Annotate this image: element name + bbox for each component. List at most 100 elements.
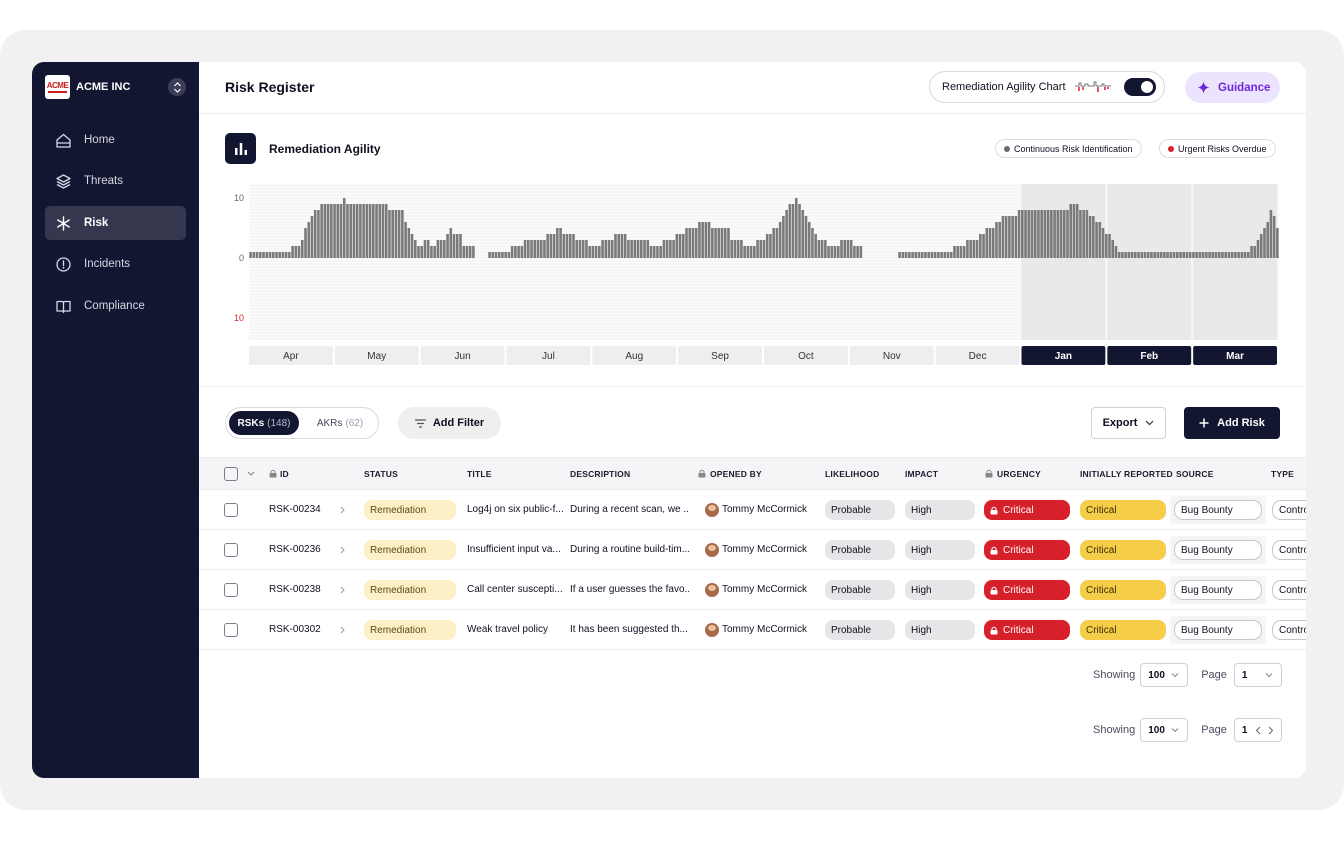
org-switcher-icon[interactable]: [168, 78, 186, 96]
bar-identification: [426, 240, 430, 258]
table-row[interactable]: RSK-00236 Remediation Insufficient input v…: [199, 530, 1306, 570]
opened-by-name: Tommy McCormick: [722, 544, 807, 555]
bar-identification: [707, 222, 711, 258]
bar-identification: [1159, 252, 1163, 258]
page-size-select[interactable]: 100: [1140, 663, 1189, 687]
remediation-agility-chart[interactable]: 10 0 10 Apr May Jun Jul Aug Sep Oct Nov Dec Jan Feb Ma…: [225, 182, 1281, 372]
impact-badge[interactable]: High: [905, 540, 975, 560]
column-header-title[interactable]: TITLE: [467, 469, 492, 479]
risk-id[interactable]: RSK-00238: [269, 584, 321, 595]
segment-akrs[interactable]: AKRs (62): [304, 411, 376, 435]
row-checkbox[interactable]: [224, 543, 238, 557]
month-tab-feb: [1107, 346, 1192, 365]
table-row[interactable]: RSK-00302 Remediation Weak travel policy It…: [199, 610, 1306, 650]
bar-identification: [930, 252, 934, 258]
bar-identification: [904, 252, 908, 258]
month-tab-may: [334, 346, 419, 365]
month-label: Nov: [883, 351, 901, 362]
sidebar-item-risk[interactable]: Risk: [45, 206, 186, 240]
column-header-description[interactable]: DESCRIPTION: [570, 469, 631, 479]
row-checkbox[interactable]: [224, 623, 238, 637]
source-tag[interactable]: Bug Bounty: [1174, 620, 1262, 640]
guidance-button[interactable]: Guidance: [1185, 72, 1280, 103]
likelihood-badge[interactable]: Probable: [825, 620, 895, 640]
column-header-impact[interactable]: IMPACT: [905, 469, 939, 479]
bar-identification: [685, 228, 688, 258]
source-tag[interactable]: Bug Bounty: [1174, 500, 1262, 520]
column-header-likelihood[interactable]: LIKELIHOOD: [825, 469, 880, 479]
segment-rsks[interactable]: RSKs (148): [229, 411, 299, 435]
bar-identification: [972, 240, 976, 258]
bar-identification: [630, 240, 633, 258]
column-header-type[interactable]: TYPE: [1271, 469, 1295, 479]
risk-id[interactable]: RSK-00236: [269, 544, 321, 555]
type-tag[interactable]: Contro: [1272, 540, 1306, 560]
type-tag[interactable]: Contro: [1272, 620, 1306, 640]
impact-badge[interactable]: High: [905, 620, 975, 640]
column-header-urgency[interactable]: URGENCY: [997, 469, 1041, 479]
bar-identification: [694, 228, 698, 258]
column-header-status[interactable]: STATUS: [364, 469, 398, 479]
select-all-checkbox[interactable]: [224, 467, 238, 481]
risk-id[interactable]: RSK-00234: [269, 504, 321, 515]
brand[interactable]: ACME ACME INC: [45, 75, 130, 99]
legend-overdue[interactable]: Urgent Risks Overdue: [1159, 139, 1276, 158]
page-stepper[interactable]: 1: [1233, 718, 1282, 742]
risk-title[interactable]: Log4j on six public-f...: [467, 504, 563, 515]
risk-title[interactable]: Weak travel policy: [467, 624, 548, 635]
chevron-right-icon[interactable]: [1268, 726, 1274, 735]
bar-identification: [1172, 252, 1176, 258]
risk-title[interactable]: Call center suscepti...: [467, 584, 563, 595]
bar-identification: [843, 240, 847, 258]
chevron-right-icon[interactable]: [340, 626, 345, 634]
column-header-id[interactable]: ID: [280, 469, 289, 479]
chevron-right-icon[interactable]: [340, 586, 345, 594]
risk-title[interactable]: Insufficient input va...: [467, 544, 561, 555]
remediation-chart-toggle[interactable]: Remediation Agility Chart: [929, 71, 1165, 103]
bar-identification: [756, 240, 759, 258]
bar-identification: [824, 240, 827, 258]
bar-identification: [1011, 216, 1014, 258]
page-size-select[interactable]: 100: [1140, 718, 1189, 742]
likelihood-badge[interactable]: Probable: [825, 580, 895, 600]
impact-badge[interactable]: High: [905, 580, 975, 600]
sidebar-item-incidents[interactable]: Incidents: [45, 247, 186, 281]
source-tag[interactable]: Bug Bounty: [1174, 540, 1262, 560]
bar-identification: [640, 240, 643, 258]
risk-id[interactable]: RSK-00302: [269, 624, 321, 635]
likelihood-badge[interactable]: Probable: [825, 540, 895, 560]
table-row[interactable]: RSK-00234 Remediation Log4j on six public-…: [199, 490, 1306, 530]
source-tag[interactable]: Bug Bounty: [1174, 580, 1262, 600]
add-risk-button[interactable]: Add Risk: [1184, 407, 1280, 439]
bar-identification: [259, 252, 262, 258]
month-label: Mar: [1226, 351, 1244, 362]
chevron-left-icon[interactable]: [1255, 726, 1261, 735]
legend-identification[interactable]: Continuous Risk Identification: [995, 139, 1142, 158]
page-select[interactable]: 1: [1233, 663, 1282, 687]
chevron-down-icon[interactable]: [247, 471, 255, 477]
sidebar-item-home[interactable]: Home: [45, 123, 186, 157]
register-segment-control: RSKs (148) AKRs (62): [225, 407, 379, 439]
sidebar-item-threats[interactable]: Threats: [45, 164, 186, 198]
chevron-right-icon[interactable]: [340, 506, 345, 514]
add-filter-button[interactable]: Add Filter: [398, 407, 501, 439]
impact-badge[interactable]: High: [905, 500, 975, 520]
bar-identification: [717, 228, 721, 258]
likelihood-badge[interactable]: Probable: [825, 500, 895, 520]
row-checkbox[interactable]: [224, 503, 238, 517]
column-header-source[interactable]: SOURCE: [1176, 469, 1214, 479]
type-tag[interactable]: Contro: [1272, 580, 1306, 600]
export-button[interactable]: Export: [1091, 407, 1166, 439]
chevron-right-icon[interactable]: [340, 546, 345, 554]
bar-identification: [946, 252, 950, 258]
column-header-initially-reported[interactable]: INITIALLY REPORTED: [1080, 469, 1173, 479]
type-tag[interactable]: Contro: [1272, 500, 1306, 520]
chart-toggle-switch[interactable]: [1124, 78, 1156, 96]
table-row[interactable]: RSK-00238 Remediation Call center suscepti…: [199, 570, 1306, 610]
bar-identification: [307, 222, 311, 258]
column-header-opened-by[interactable]: OPENED BY: [710, 469, 762, 479]
plus-icon: [1199, 418, 1209, 428]
sidebar-item-compliance[interactable]: Compliance: [45, 289, 186, 323]
row-checkbox[interactable]: [224, 583, 238, 597]
sidebar: ACME ACME INC Home Threats Risk Incident…: [32, 62, 199, 778]
